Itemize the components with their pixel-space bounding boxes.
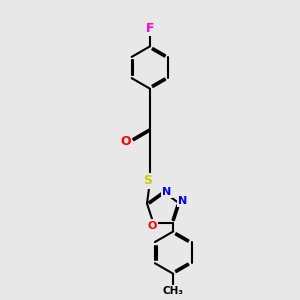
Text: O: O [148, 220, 157, 231]
Text: CH₃: CH₃ [163, 286, 184, 296]
Text: N: N [178, 196, 188, 206]
Text: O: O [120, 135, 131, 148]
Text: F: F [146, 22, 154, 34]
Text: S: S [143, 174, 152, 187]
Text: N: N [162, 187, 171, 197]
